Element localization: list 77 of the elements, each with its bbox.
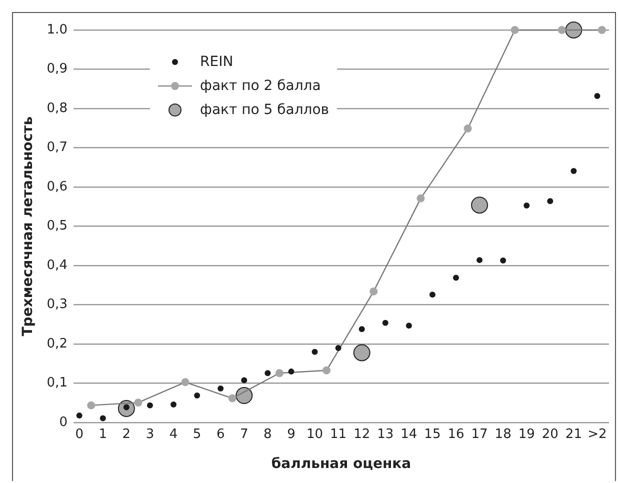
x-tick-label: 10 — [306, 426, 324, 442]
point — [264, 370, 271, 376]
point — [406, 322, 412, 329]
x-tick-label: 7 — [240, 426, 248, 442]
point — [570, 168, 577, 174]
legend-label: факт по 2 балла — [200, 78, 321, 94]
point — [429, 292, 436, 298]
x-tick-label: 8 — [264, 426, 272, 442]
x-tick-label: 17 — [471, 426, 488, 442]
x-tick-label: 19 — [518, 426, 535, 442]
x-tick-label: >2 — [588, 426, 607, 442]
x-tick-label: 15 — [424, 426, 441, 442]
y-tick-label: 0,8 — [46, 100, 68, 116]
point — [382, 320, 388, 326]
x-tick-label: 0 — [75, 426, 84, 442]
legend-label: REIN — [200, 54, 234, 70]
y-tick-label: 0,5 — [46, 218, 68, 234]
point — [228, 394, 236, 402]
point — [558, 26, 566, 34]
point — [194, 392, 200, 399]
point — [288, 368, 294, 375]
point — [370, 287, 378, 296]
y-tick-label: 0,9 — [46, 62, 68, 77]
x-tick-label: 1 — [98, 426, 108, 442]
point — [218, 385, 224, 392]
point — [87, 401, 96, 410]
point — [353, 344, 370, 362]
point — [471, 196, 488, 214]
y-tick-label: 1.0 — [46, 22, 68, 38]
point — [76, 412, 82, 419]
y-tick-label: 0,2 — [46, 336, 68, 352]
x-tick-label: 20 — [542, 426, 558, 442]
point — [146, 402, 153, 408]
point — [100, 415, 106, 422]
point — [170, 402, 177, 408]
x-tick-label: 5 — [192, 426, 202, 442]
point — [594, 92, 600, 99]
x-tick-label: 18 — [494, 426, 512, 442]
point — [500, 257, 506, 264]
x-tick-label: 11 — [330, 426, 347, 442]
point — [565, 22, 582, 38]
point — [452, 274, 459, 281]
x-tick-label: 21 — [565, 426, 582, 442]
y-tick-label: 0,4 — [46, 258, 68, 273]
point — [358, 326, 365, 332]
y-tick-label: 0,7 — [46, 140, 68, 156]
x-tick-label: 2 — [122, 426, 131, 442]
point — [181, 378, 190, 386]
point — [416, 194, 425, 202]
x-tick-label: 9 — [287, 426, 296, 442]
point — [547, 198, 554, 204]
x-tick-label: 12 — [354, 426, 370, 442]
point — [476, 257, 483, 264]
point — [464, 124, 472, 133]
x-tick-label: 3 — [146, 426, 154, 442]
y-tick-label: 0,6 — [46, 179, 68, 194]
point — [335, 345, 342, 352]
point — [275, 369, 284, 378]
point — [598, 26, 606, 34]
y-tick-label: 0 — [59, 414, 68, 430]
x-tick-label: 13 — [377, 426, 394, 442]
y-axis-title: Трехмесячная летальность — [20, 116, 36, 336]
x-tick-label: 6 — [216, 426, 225, 442]
x-axis-title: балльная оценка — [271, 456, 412, 472]
point — [241, 377, 248, 384]
y-tick-label: 0,3 — [46, 297, 68, 312]
x-tick-label: 16 — [448, 426, 464, 442]
legend-label: факт по 5 баллов — [200, 102, 330, 118]
point — [524, 202, 530, 208]
y-tick-label: 0,1 — [46, 376, 68, 391]
point — [134, 398, 142, 407]
point — [322, 366, 331, 374]
point — [236, 387, 253, 404]
x-tick-label: 14 — [400, 426, 418, 442]
point — [312, 348, 318, 355]
point — [510, 26, 519, 34]
x-tick-label: 4 — [169, 426, 178, 442]
